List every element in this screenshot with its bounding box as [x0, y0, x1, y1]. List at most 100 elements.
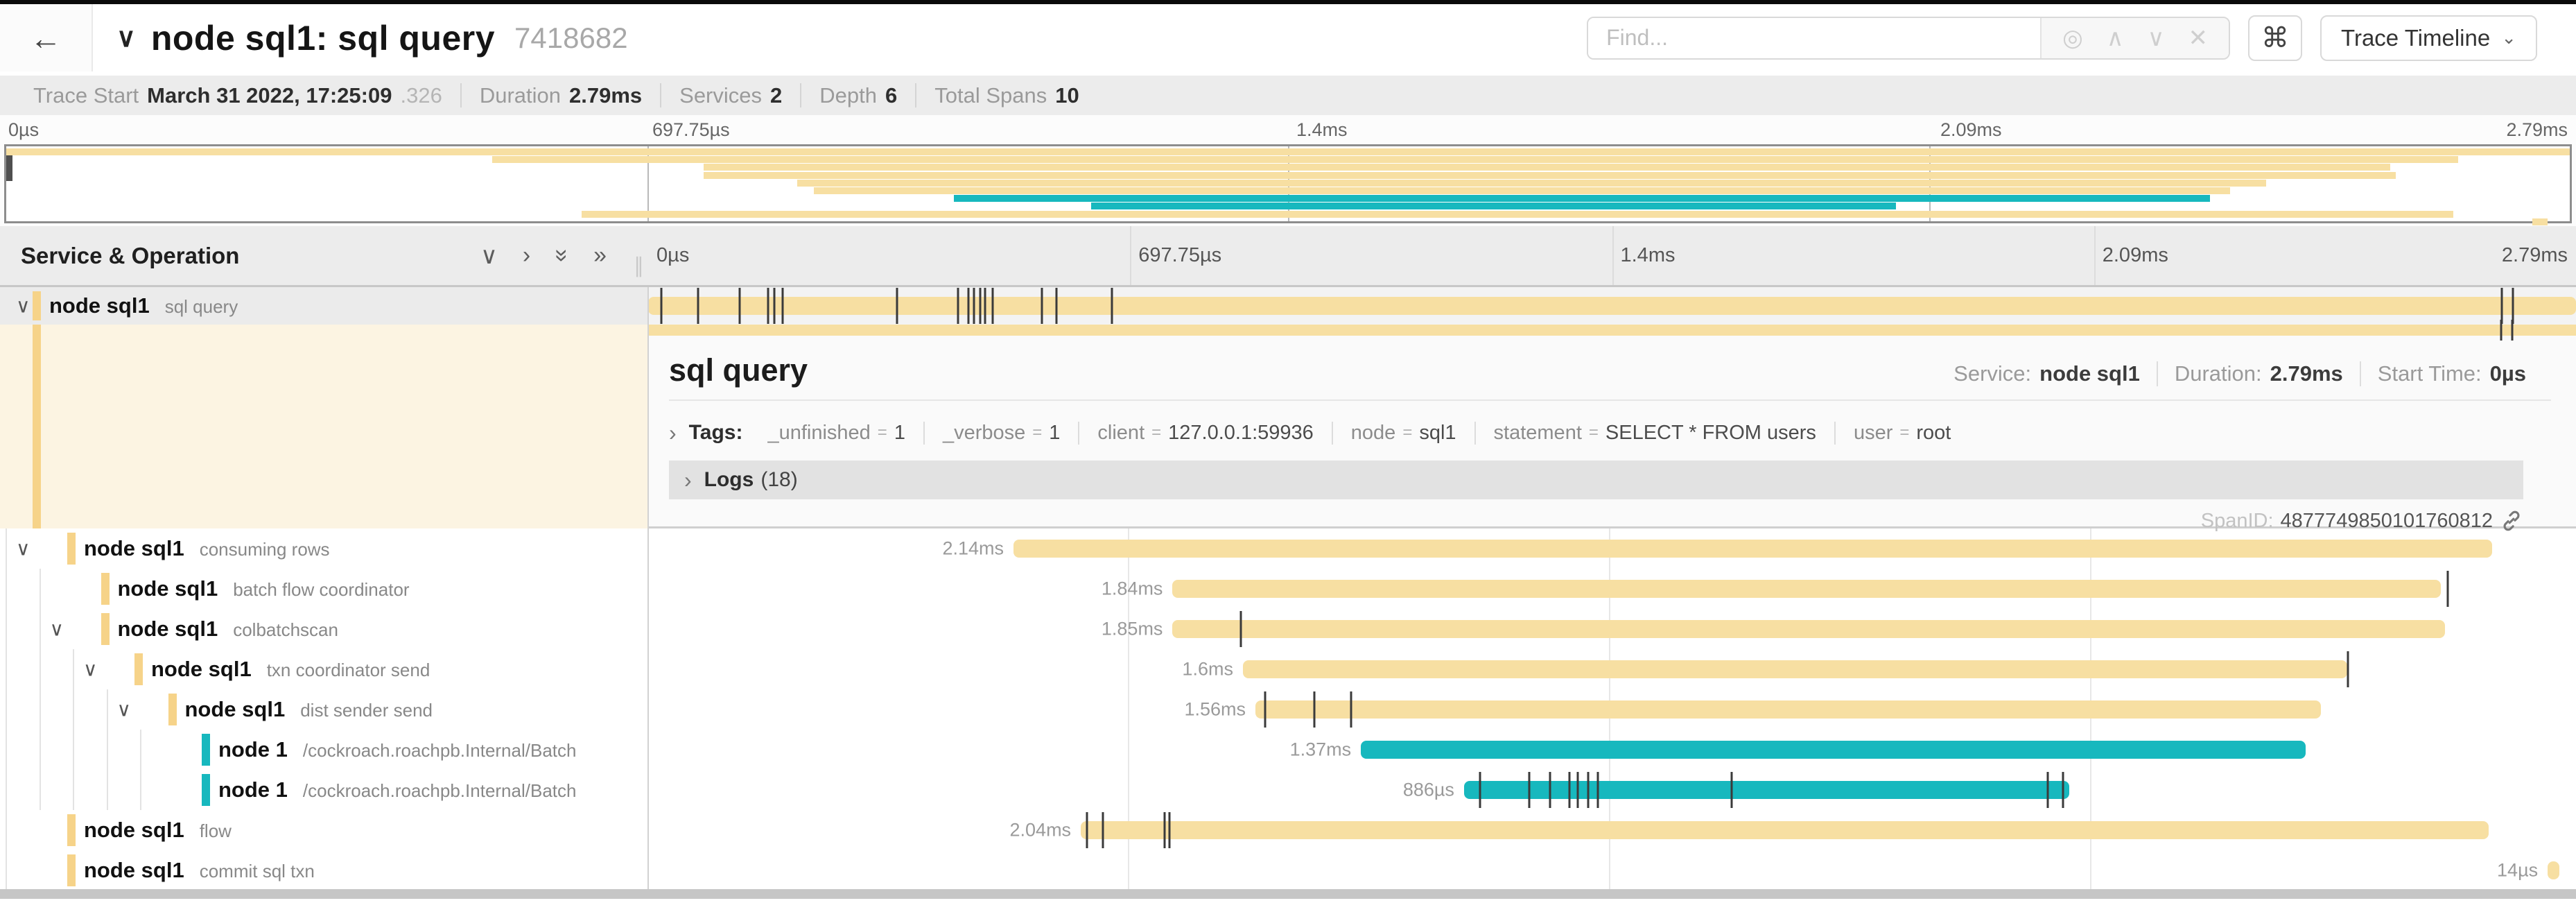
horizontal-scrollbar[interactable] [0, 889, 2576, 899]
span-row[interactable]: ∨ node sql1 consuming rows 2.14ms [0, 528, 2576, 569]
log-marker[interactable] [660, 288, 663, 324]
collapse-all-icon[interactable]: » [549, 249, 576, 262]
log-marker[interactable] [1479, 772, 1481, 808]
log-marker[interactable] [991, 288, 994, 324]
log-marker[interactable] [973, 288, 975, 324]
span-bar-cell[interactable]: 14µs [648, 850, 2576, 891]
span-bar[interactable] [1172, 620, 2445, 638]
span-row[interactable]: ∨ node sql1 colbatchscan 1.85ms [0, 609, 2576, 649]
expand-one-icon[interactable]: › [522, 242, 531, 268]
log-marker[interactable] [1576, 772, 1579, 808]
span-name-cell[interactable]: node 1/cockroach.roachpb.Internal/Batch [0, 770, 648, 810]
span-bar[interactable] [1255, 700, 2321, 719]
clear-find-icon[interactable]: ✕ [2188, 24, 2209, 51]
span-bar-cell[interactable]: 1.6ms [648, 649, 2576, 689]
collapse-children-icon[interactable]: ∨ [16, 295, 31, 317]
log-marker[interactable] [1041, 288, 1043, 324]
log-marker[interactable] [1239, 611, 1242, 647]
span-row[interactable]: node 1/cockroach.roachpb.Internal/Batch 8… [0, 770, 2576, 810]
log-marker[interactable] [2347, 651, 2349, 687]
span-bar[interactable] [1172, 580, 2442, 598]
span-bar-cell[interactable]: 1.85ms [648, 609, 2576, 649]
log-marker[interactable] [1055, 288, 1058, 324]
span-bar-cell[interactable]: 1.84ms [648, 569, 2576, 609]
log-marker[interactable] [1163, 812, 1166, 848]
span-bar[interactable] [1013, 540, 2492, 558]
span-bar[interactable] [1361, 741, 2306, 759]
span-name-cell[interactable]: ∨ node sql1 colbatchscan [0, 609, 648, 649]
focus-match-icon[interactable]: ◎ [2062, 24, 2083, 51]
log-marker[interactable] [781, 288, 784, 324]
span-bar[interactable] [648, 297, 2576, 315]
expand-all-icon[interactable]: » [593, 242, 607, 268]
span-name-cell[interactable]: ∨ node sql1 sql query [0, 287, 648, 325]
span-name-cell[interactable]: ∨ node sql1 dist sender send [0, 689, 648, 730]
minimap-canvas[interactable] [4, 144, 2572, 225]
log-marker[interactable] [1596, 772, 1599, 808]
span-bar[interactable] [1463, 781, 2069, 799]
log-marker[interactable] [2500, 288, 2503, 324]
log-marker[interactable] [1350, 691, 1352, 728]
span-row[interactable]: ∨ node sql1 txn coordinator send 1.6ms [0, 649, 2576, 689]
span-bar-cell[interactable] [648, 287, 2576, 325]
find-input[interactable] [1588, 17, 2041, 58]
log-marker[interactable] [1313, 691, 1316, 728]
collapse-one-icon[interactable]: ∨ [480, 242, 498, 269]
log-marker[interactable] [2446, 571, 2449, 607]
span-row[interactable]: ∨ node sql1 dist sender send 1.56ms [0, 689, 2576, 730]
log-marker[interactable] [1168, 812, 1171, 848]
span-bar-cell[interactable]: 2.14ms [648, 528, 2576, 569]
next-match-icon[interactable]: ∨ [2147, 24, 2165, 51]
column-resizer-grip[interactable]: ∥ [634, 255, 644, 277]
prev-match-icon[interactable]: ∧ [2106, 24, 2124, 51]
collapse-children-icon[interactable]: ∨ [16, 538, 31, 560]
span-row[interactable]: node sql1 commit sql txn 14µs [0, 850, 2576, 891]
log-marker[interactable] [697, 288, 699, 324]
log-marker[interactable] [1568, 772, 1571, 808]
span-name-cell[interactable]: ∨ node sql1 txn coordinator send [0, 649, 648, 689]
log-marker[interactable] [2062, 772, 2064, 808]
span-name-cell[interactable]: node sql1 commit sql txn [0, 850, 648, 891]
collapse-children-icon[interactable]: ∨ [49, 618, 64, 640]
log-marker[interactable] [1528, 772, 1531, 808]
log-marker[interactable] [967, 288, 970, 324]
log-marker[interactable] [896, 288, 898, 324]
span-bar[interactable] [1242, 660, 2348, 678]
panel-divider[interactable] [647, 287, 649, 889]
collapse-trace-header-icon[interactable]: ∨ [116, 24, 136, 53]
span-bar-cell[interactable]: 2.04ms [648, 810, 2576, 850]
span-bar[interactable] [1081, 821, 2489, 839]
log-marker[interactable] [2046, 772, 2049, 808]
log-marker[interactable] [984, 288, 986, 324]
keyboard-shortcuts-button[interactable]: ⌘ [2248, 15, 2303, 61]
copy-link-icon[interactable] [2500, 509, 2523, 533]
span-bar[interactable] [2548, 861, 2559, 879]
span-bar-cell[interactable]: 1.37ms [648, 730, 2576, 770]
span-row-root-selected[interactable]: ∨ node sql1 sql query [0, 287, 2576, 325]
log-marker[interactable] [2512, 288, 2514, 324]
span-bar-cell[interactable]: 886µs [648, 770, 2576, 810]
span-name-cell[interactable]: node sql1 batch flow coordinator [0, 569, 648, 609]
log-marker[interactable] [1730, 772, 1733, 808]
span-row[interactable]: node sql1 batch flow coordinator 1.84ms [0, 569, 2576, 609]
tags-accordion[interactable]: › Tags: _unfinished = 1 _verbose = 1 clien… [669, 415, 2551, 451]
log-marker[interactable] [767, 288, 769, 324]
span-name-cell[interactable]: ∨ node sql1 consuming rows [0, 528, 648, 569]
span-row[interactable]: node sql1 flow 2.04ms [0, 810, 2576, 850]
collapse-children-icon[interactable]: ∨ [83, 658, 98, 680]
log-marker[interactable] [1102, 812, 1104, 848]
log-marker[interactable] [773, 288, 776, 324]
collapse-children-icon[interactable]: ∨ [116, 698, 132, 721]
span-bar-cell[interactable]: 1.56ms [648, 689, 2576, 730]
span-name-cell[interactable]: node 1/cockroach.roachpb.Internal/Batch [0, 730, 648, 770]
log-marker[interactable] [1086, 812, 1088, 848]
span-name-cell[interactable]: node sql1 flow [0, 810, 648, 850]
log-marker[interactable] [1264, 691, 1267, 728]
log-marker[interactable] [957, 288, 959, 324]
minimap-drag-handle[interactable] [6, 150, 12, 181]
log-marker[interactable] [738, 288, 741, 324]
log-marker[interactable] [1587, 772, 1590, 808]
log-marker[interactable] [1549, 772, 1551, 808]
logs-accordion[interactable]: › Logs (18) [669, 461, 2523, 499]
trace-view-selector[interactable]: Trace Timeline ⌄ [2320, 15, 2537, 61]
